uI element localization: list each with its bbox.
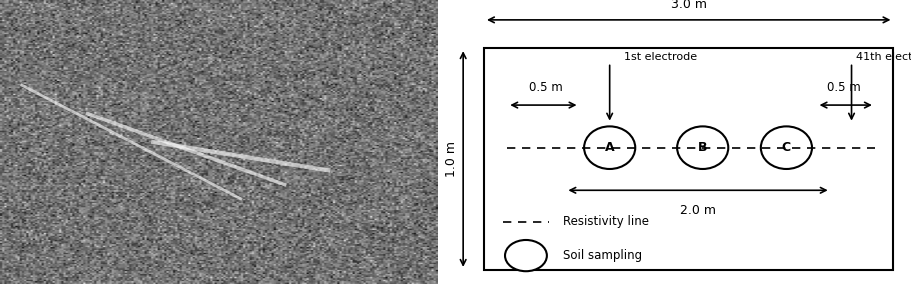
Text: 41th electrode: 41th electrode xyxy=(855,52,911,62)
Text: 0.5 m: 0.5 m xyxy=(528,81,562,94)
FancyBboxPatch shape xyxy=(484,48,893,270)
Text: 1st electrode: 1st electrode xyxy=(623,52,696,62)
Text: 1.0 m: 1.0 m xyxy=(445,141,457,177)
Text: 0.5 m: 0.5 m xyxy=(825,81,859,94)
Text: 3.0 m: 3.0 m xyxy=(670,0,706,11)
Text: Soil sampling: Soil sampling xyxy=(563,249,641,262)
Ellipse shape xyxy=(760,126,811,169)
Text: B: B xyxy=(697,141,707,154)
Text: A: A xyxy=(604,141,614,154)
Ellipse shape xyxy=(505,240,547,271)
Text: 2.0 m: 2.0 m xyxy=(680,204,715,218)
Ellipse shape xyxy=(676,126,728,169)
Text: C: C xyxy=(781,141,790,154)
Text: Resistivity line: Resistivity line xyxy=(563,215,649,228)
Ellipse shape xyxy=(583,126,635,169)
